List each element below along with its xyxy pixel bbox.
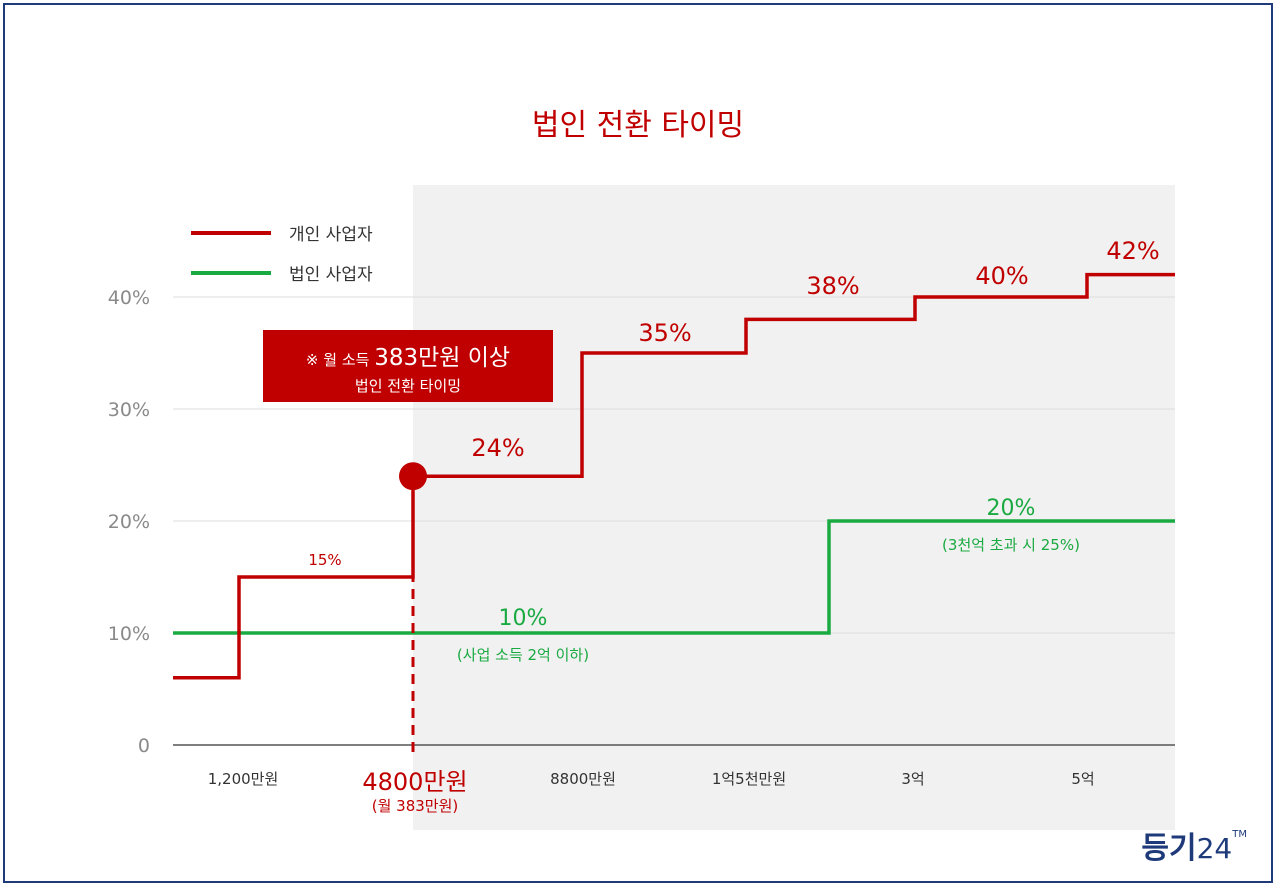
annotation-main: 383만원 이상 <box>374 345 510 371</box>
annotation-line1: ※ 월 소득 383만원 이상 <box>306 345 510 371</box>
brand-tm: TM <box>1232 829 1247 840</box>
data-note-corporate: (사업 소득 2억 이하) <box>457 646 589 664</box>
data-note-corporate: (3천억 초과 시 25%) <box>942 536 1080 554</box>
data-label-personal: 42% <box>1106 237 1159 265</box>
annotation-line2: 법인 전환 타이밍 <box>355 377 461 395</box>
y-tick-label: 30% <box>108 399 150 421</box>
data-label-corporate: 20% <box>987 496 1036 521</box>
chart-frame: 0 10% 20% 30% 40% 법인 전환 타이밍 개인 사업자 법인 사업자 15% 24%… <box>3 3 1273 883</box>
data-label-personal: 15% <box>308 551 341 569</box>
data-label-personal: 40% <box>975 262 1028 290</box>
annotation-prefix: ※ 월 소득 <box>306 351 374 369</box>
y-tick-label: 40% <box>108 287 150 309</box>
y-tick-label: 20% <box>108 511 150 533</box>
brand-logo: 등기24TM <box>1141 823 1247 867</box>
legend-label: 법인 사업자 <box>289 265 373 285</box>
data-label-personal: 24% <box>471 434 524 462</box>
series-line-personal <box>173 272 1175 680</box>
series-line-corporate <box>173 519 1175 635</box>
highlight-region <box>413 185 1175 830</box>
annotation-box <box>263 330 553 402</box>
data-label-personal: 38% <box>806 272 859 300</box>
x-tick-label: 3억 <box>901 770 924 788</box>
x-tick-label: 5억 <box>1071 770 1094 788</box>
y-tick-label: 10% <box>108 623 150 645</box>
x-tick-label-highlight: 4800만원 <box>362 768 467 796</box>
threshold-marker <box>399 462 427 491</box>
x-tick-label: 1,200만원 <box>208 770 279 788</box>
legend-label: 개인 사업자 <box>289 225 373 245</box>
chart-title: 법인 전환 타이밍 <box>532 108 744 143</box>
data-label-corporate: 10% <box>499 606 548 631</box>
x-tick-sublabel: (월 383만원) <box>372 797 459 815</box>
brand-main: 등기 <box>1141 831 1197 866</box>
x-tick-label: 8800만원 <box>550 770 616 788</box>
data-label-personal: 35% <box>638 319 691 347</box>
y-tick-label: 0 <box>138 735 150 757</box>
x-tick-label: 1억5천만원 <box>712 770 786 788</box>
brand-number: 24 <box>1196 832 1233 865</box>
